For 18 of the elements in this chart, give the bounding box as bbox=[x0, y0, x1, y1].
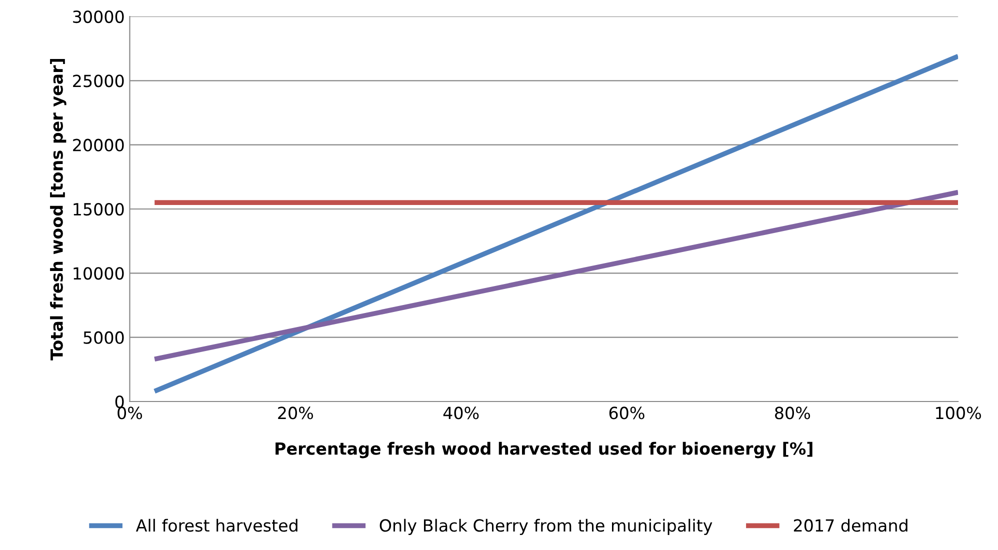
x-tick-label: 20% bbox=[278, 406, 314, 420]
x-axis-title: Percentage fresh wood harvested used for bioenergy [%] bbox=[276, 442, 812, 458]
x-tick-label: 80% bbox=[775, 406, 810, 420]
y-tick-label: 15000 bbox=[74, 202, 124, 216]
y-axis-title: Total fresh wood [tons per year] bbox=[50, 59, 66, 360]
legend-label: All forest harvested bbox=[136, 518, 298, 532]
y-tick-label: 0 bbox=[115, 395, 124, 408]
y-tick-label: 20000 bbox=[73, 138, 124, 152]
x-tick-label: 60% bbox=[609, 406, 644, 420]
y-tick-label: 5000 bbox=[84, 331, 124, 344]
y-tick-label: 10000 bbox=[74, 267, 124, 280]
x-tick-label: 100% bbox=[936, 406, 981, 420]
y-tick-label: 25000 bbox=[73, 74, 124, 88]
x-tick-label: 40% bbox=[443, 406, 479, 420]
legend-label: 2017 demand bbox=[794, 518, 908, 532]
y-tick-label: 30000 bbox=[73, 10, 124, 24]
x-tick-label: 0% bbox=[118, 406, 142, 420]
legend-label: Only Black Cherry from the municipality bbox=[380, 518, 712, 535]
